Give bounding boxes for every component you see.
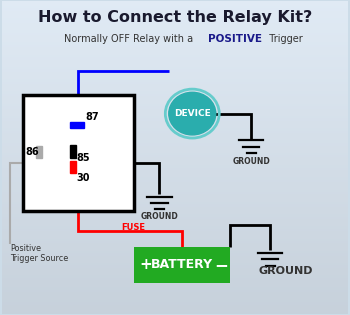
Text: POSITIVE: POSITIVE bbox=[208, 34, 262, 43]
Text: Positive
Trigger Source: Positive Trigger Source bbox=[10, 244, 68, 263]
Text: DEVICE: DEVICE bbox=[174, 109, 211, 118]
Text: FUSE: FUSE bbox=[121, 223, 146, 232]
Text: −: − bbox=[215, 256, 229, 274]
Text: +: + bbox=[139, 257, 152, 272]
Text: Normally OFF Relay with a: Normally OFF Relay with a bbox=[64, 34, 200, 43]
Text: 30: 30 bbox=[77, 173, 90, 183]
Bar bbox=[70, 122, 84, 128]
Text: How to Connect the Relay Kit?: How to Connect the Relay Kit? bbox=[38, 10, 312, 25]
Text: 87: 87 bbox=[85, 112, 99, 122]
Bar bbox=[23, 95, 134, 211]
Bar bbox=[70, 161, 76, 173]
Text: Trigger: Trigger bbox=[263, 34, 303, 43]
Text: 86: 86 bbox=[25, 147, 39, 157]
Bar bbox=[36, 146, 42, 158]
Text: BATTERY: BATTERY bbox=[151, 258, 213, 272]
Circle shape bbox=[169, 92, 216, 135]
Text: GROUND: GROUND bbox=[258, 266, 313, 276]
Bar bbox=[134, 247, 230, 283]
Bar bbox=[70, 145, 76, 158]
Text: 85: 85 bbox=[77, 153, 90, 163]
Text: GROUND: GROUND bbox=[232, 157, 270, 166]
Text: GROUND: GROUND bbox=[141, 212, 178, 221]
